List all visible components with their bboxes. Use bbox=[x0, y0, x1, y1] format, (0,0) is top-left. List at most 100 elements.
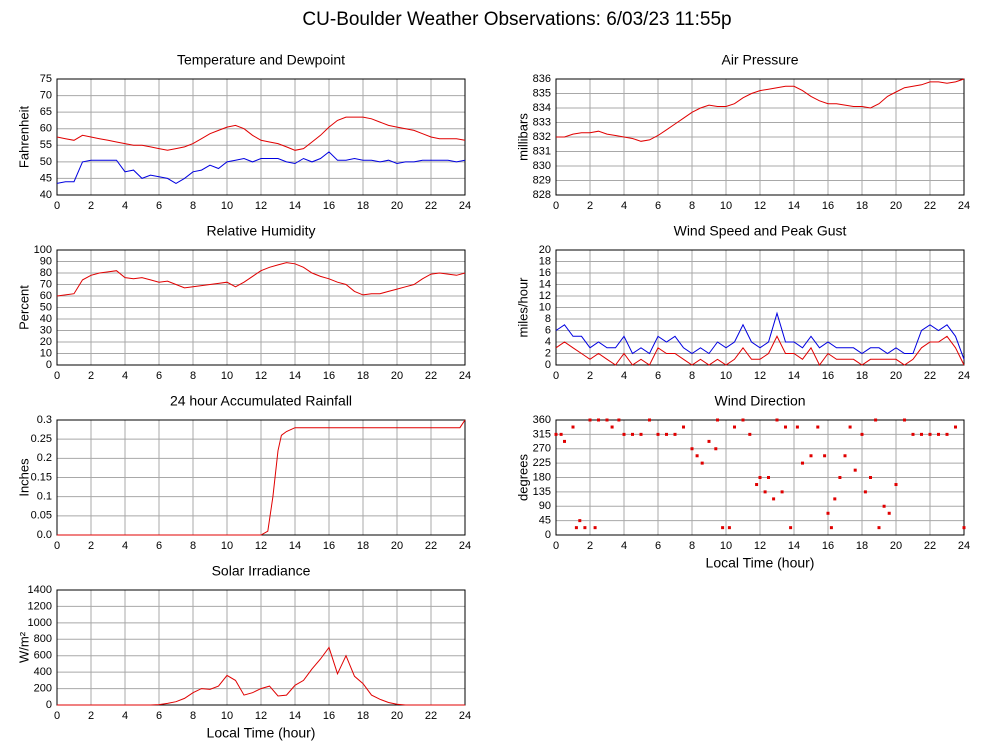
y-tick-label: 315 bbox=[533, 428, 551, 440]
data-point bbox=[554, 432, 558, 436]
data-point bbox=[784, 425, 787, 429]
x-tick-label: 24 bbox=[459, 200, 471, 212]
y-tick-label: 600 bbox=[34, 650, 52, 662]
data-point bbox=[887, 511, 891, 515]
y-tick-label: 8 bbox=[545, 313, 551, 325]
x-tick-label: 8 bbox=[190, 710, 196, 722]
data-point bbox=[789, 526, 793, 530]
data-point bbox=[816, 425, 820, 429]
y-tick-label: 14 bbox=[539, 278, 551, 290]
chart-title: Wind Speed and Peak Gust bbox=[674, 223, 847, 239]
x-tick-label: 4 bbox=[122, 200, 128, 212]
y-tick-label: 0.2 bbox=[37, 452, 52, 464]
x-tick-label: 16 bbox=[323, 710, 335, 722]
x-tick-label: 18 bbox=[856, 540, 868, 552]
data-point bbox=[631, 432, 634, 436]
x-tick-label: 10 bbox=[720, 200, 732, 212]
chart-title: Solar Irradiance bbox=[212, 563, 311, 579]
x-tick-label: 4 bbox=[621, 540, 627, 552]
x-tick-label: 10 bbox=[221, 540, 233, 552]
x-tick-label: 0 bbox=[553, 370, 559, 382]
x-tick-label: 2 bbox=[587, 370, 593, 382]
x-tick-label: 6 bbox=[156, 540, 162, 552]
x-tick-label: 6 bbox=[655, 200, 661, 212]
x-tick-label: 14 bbox=[289, 200, 301, 212]
data-point bbox=[741, 418, 745, 422]
x-tick-label: 16 bbox=[323, 370, 335, 382]
x-tick-label: 14 bbox=[788, 370, 800, 382]
x-tick-label: 22 bbox=[924, 200, 936, 212]
y-tick-label: 45 bbox=[539, 515, 551, 527]
y-tick-label: 0.1 bbox=[37, 491, 52, 503]
y-tick-label: 65 bbox=[40, 106, 52, 118]
data-point bbox=[772, 497, 776, 501]
data-point bbox=[593, 526, 597, 530]
x-tick-label: 18 bbox=[357, 710, 369, 722]
data-point bbox=[911, 432, 915, 436]
y-tick-label: 55 bbox=[40, 139, 52, 151]
x-tick-label: 16 bbox=[323, 200, 335, 212]
data-point bbox=[721, 526, 725, 530]
y-tick-label: 0 bbox=[545, 529, 551, 541]
data-point bbox=[894, 483, 898, 487]
y-tick-label: 0.25 bbox=[31, 433, 52, 445]
data-point bbox=[605, 418, 609, 422]
x-tick-label: 4 bbox=[621, 200, 627, 212]
x-tick-label: 6 bbox=[156, 710, 162, 722]
y-tick-label: 835 bbox=[533, 87, 551, 99]
y-tick-label: 50 bbox=[40, 156, 52, 168]
y-tick-label: 1000 bbox=[28, 617, 52, 629]
data-point bbox=[795, 425, 799, 429]
x-tick-label: 24 bbox=[958, 370, 970, 382]
y-tick-label: 90 bbox=[40, 255, 52, 267]
y-tick-label: 200 bbox=[34, 682, 52, 694]
data-line bbox=[56, 262, 466, 297]
x-tick-label: 18 bbox=[357, 370, 369, 382]
data-point bbox=[869, 476, 872, 479]
x-tick-label: 14 bbox=[788, 200, 800, 212]
data-point bbox=[829, 526, 833, 530]
data-point bbox=[826, 511, 830, 515]
data-point bbox=[559, 432, 563, 436]
data-point bbox=[714, 447, 718, 451]
x-tick-label: 22 bbox=[425, 710, 437, 722]
data-line bbox=[57, 646, 465, 706]
data-point bbox=[853, 468, 857, 472]
x-tick-label: 18 bbox=[856, 370, 868, 382]
data-point bbox=[903, 418, 906, 422]
x-tick-label: 20 bbox=[890, 370, 902, 382]
data-point bbox=[578, 519, 582, 523]
data-point bbox=[665, 432, 668, 436]
data-point bbox=[882, 504, 886, 508]
x-tick-label: 10 bbox=[221, 200, 233, 212]
y-tick-label: 10 bbox=[40, 347, 52, 359]
y-tick-label: 1400 bbox=[28, 584, 52, 596]
data-line bbox=[556, 78, 965, 142]
plot-frame bbox=[555, 249, 965, 366]
y-tick-label: 400 bbox=[34, 666, 52, 678]
data-point bbox=[639, 432, 643, 436]
x-axis-label: Local Time (hour) bbox=[207, 725, 316, 741]
x-tick-label: 22 bbox=[425, 200, 437, 212]
y-tick-label: 30 bbox=[40, 324, 52, 336]
data-line bbox=[56, 116, 466, 151]
plot-frame bbox=[56, 249, 466, 366]
x-tick-label: 18 bbox=[856, 200, 868, 212]
data-point bbox=[928, 432, 932, 436]
data-point bbox=[574, 526, 578, 530]
y-tick-label: 20 bbox=[539, 244, 551, 256]
data-point bbox=[733, 425, 736, 429]
y-axis-label: degrees bbox=[515, 454, 530, 501]
data-point bbox=[700, 461, 704, 465]
data-point bbox=[763, 490, 767, 494]
chart-title: Air Pressure bbox=[721, 52, 798, 68]
x-tick-label: 10 bbox=[720, 540, 732, 552]
x-tick-label: 10 bbox=[221, 370, 233, 382]
x-tick-label: 12 bbox=[754, 540, 766, 552]
y-tick-label: 360 bbox=[533, 414, 551, 426]
x-tick-label: 8 bbox=[689, 370, 695, 382]
x-tick-label: 14 bbox=[289, 710, 301, 722]
x-tick-label: 2 bbox=[587, 540, 593, 552]
y-tick-label: 135 bbox=[533, 486, 551, 498]
y-tick-label: 12 bbox=[539, 290, 551, 302]
